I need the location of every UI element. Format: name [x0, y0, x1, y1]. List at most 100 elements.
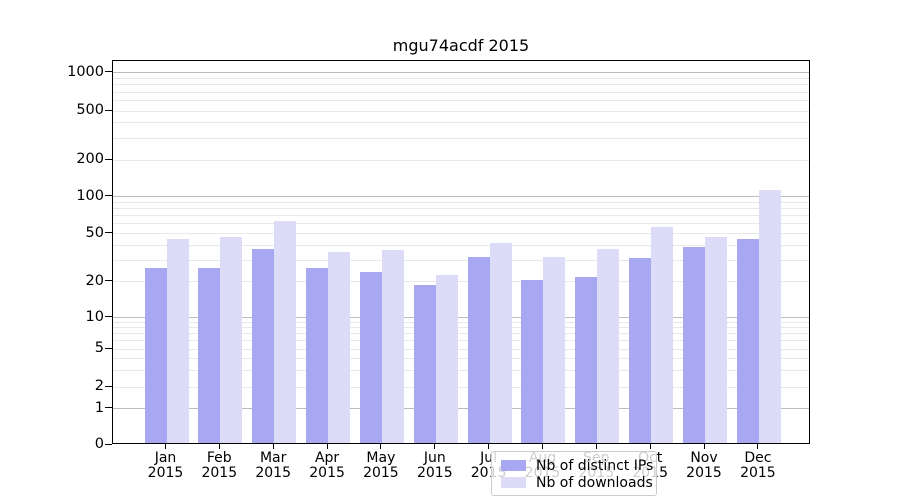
bar-aug-distinct-ips: [521, 279, 544, 443]
minor-gridline: [113, 357, 809, 359]
x-tick-label-feb: Feb 2015: [201, 450, 238, 481]
x-tick-mark: [649, 444, 651, 449]
x-tick-label-dec: Dec 2015: [740, 450, 776, 481]
y-tick-mark: [105, 109, 112, 111]
bar-jan-downloads: [166, 239, 189, 443]
minor-gridline: [113, 340, 809, 342]
x-tick-mark: [218, 444, 220, 449]
legend-row-downloads: Nb of downloads: [501, 474, 653, 491]
bar-mar-distinct-ips: [252, 248, 275, 443]
bar-may-distinct-ips: [359, 272, 382, 443]
y-tick-mark: [105, 316, 112, 317]
x-tick-label-nov: Nov 2015: [686, 450, 722, 481]
minor-gridline: [113, 159, 809, 161]
legend-label-downloads: Nb of downloads: [536, 474, 653, 491]
x-tick-mark: [703, 444, 705, 449]
legend: Nb of distinct IPs Nb of downloads: [491, 451, 657, 496]
bar-apr-distinct-ips: [306, 267, 329, 443]
y-tick-mark: [105, 385, 112, 387]
y-tick-label: 10: [85, 308, 104, 325]
y-tick-mark: [105, 158, 112, 160]
bar-may-downloads: [381, 250, 404, 443]
y-tick-label: 500: [76, 102, 104, 118]
y-tick-label: 20: [85, 272, 104, 289]
minor-gridline: [113, 122, 809, 124]
x-tick-mark: [542, 444, 543, 449]
x-tick-mark: [326, 444, 328, 449]
minor-gridline: [113, 281, 809, 282]
x-tick-mark: [434, 444, 436, 449]
x-tick-mark: [380, 444, 382, 449]
legend-label-distinct-ips: Nb of distinct IPs: [536, 457, 654, 474]
legend-swatch-downloads: [501, 477, 526, 488]
x-tick-mark: [595, 444, 597, 449]
minor-gridline: [113, 207, 809, 209]
x-tick-mark: [165, 444, 166, 449]
y-tick-mark: [105, 407, 112, 408]
x-tick-label-jan: Jan 2015: [147, 450, 184, 481]
minor-gridline: [113, 223, 809, 225]
minor-gridline: [113, 215, 809, 216]
y-tick-mark: [105, 280, 112, 281]
chart-title: mgu74acdf 2015: [392, 36, 530, 55]
major-gridline: [113, 72, 809, 73]
minor-gridline: [113, 327, 809, 329]
y-tick-label: 1000: [67, 63, 104, 80]
legend-row-distinct-ips: Nb of distinct IPs: [501, 457, 653, 474]
minor-gridline: [113, 386, 809, 388]
minor-gridline: [113, 233, 809, 234]
major-gridline: [113, 317, 809, 318]
bar-dec-distinct-ips: [736, 239, 759, 443]
bar-jun-distinct-ips: [413, 285, 436, 443]
x-tick-label-mar: Mar 2015: [255, 450, 291, 481]
bar-aug-downloads: [543, 256, 566, 443]
minor-gridline: [113, 321, 809, 323]
y-tick-mark: [105, 71, 112, 72]
bar-nov-distinct-ips: [683, 247, 705, 443]
y-tick-label: 2: [94, 378, 104, 394]
y-tick-mark: [105, 347, 112, 349]
bar-sep-downloads: [597, 248, 620, 443]
legend-swatch-distinct-ips: [501, 460, 526, 471]
y-tick-label: 100: [76, 187, 104, 204]
minor-gridline: [113, 77, 809, 79]
major-gridline: [113, 196, 809, 197]
minor-gridline: [113, 91, 809, 93]
minor-gridline: [113, 333, 809, 335]
bar-oct-distinct-ips: [629, 258, 652, 443]
minor-gridline: [113, 244, 809, 246]
minor-gridline: [113, 369, 809, 371]
bar-mar-downloads: [274, 220, 297, 443]
y-tick-mark: [105, 232, 112, 233]
y-tick-label: 50: [85, 224, 104, 241]
x-tick-mark: [488, 444, 490, 449]
bar-jan-distinct-ips: [144, 267, 167, 443]
x-tick-mark: [757, 444, 759, 449]
minor-gridline: [113, 137, 809, 139]
y-tick-label: 5: [94, 340, 104, 356]
x-tick-label-may: May 2015: [363, 450, 399, 481]
major-gridline: [113, 408, 809, 409]
x-tick-label-jun: Jun 2015: [416, 450, 453, 481]
x-tick-mark: [272, 444, 274, 449]
bar-oct-downloads: [651, 227, 674, 443]
bar-jun-downloads: [435, 274, 458, 443]
bar-feb-downloads: [220, 237, 243, 443]
bar-jul-downloads: [489, 243, 512, 443]
bar-jul-distinct-ips: [467, 256, 490, 443]
x-tick-label-apr: Apr 2015: [309, 450, 345, 481]
y-tick-mark: [105, 195, 112, 196]
y-tick-label: 200: [76, 151, 104, 167]
minor-gridline: [113, 348, 809, 350]
y-tick-label: 1: [94, 399, 104, 416]
minor-gridline: [113, 259, 809, 261]
bar-nov-downloads: [705, 237, 727, 443]
minor-gridline: [113, 201, 809, 203]
minor-gridline: [113, 110, 809, 112]
plot-area: Nb of distinct IPs Nb of downloads: [112, 60, 810, 496]
minor-gridline: [113, 84, 809, 86]
bar-sep-distinct-ips: [575, 276, 598, 443]
minor-gridline: [113, 100, 809, 102]
y-tick-label: 0: [94, 436, 104, 452]
